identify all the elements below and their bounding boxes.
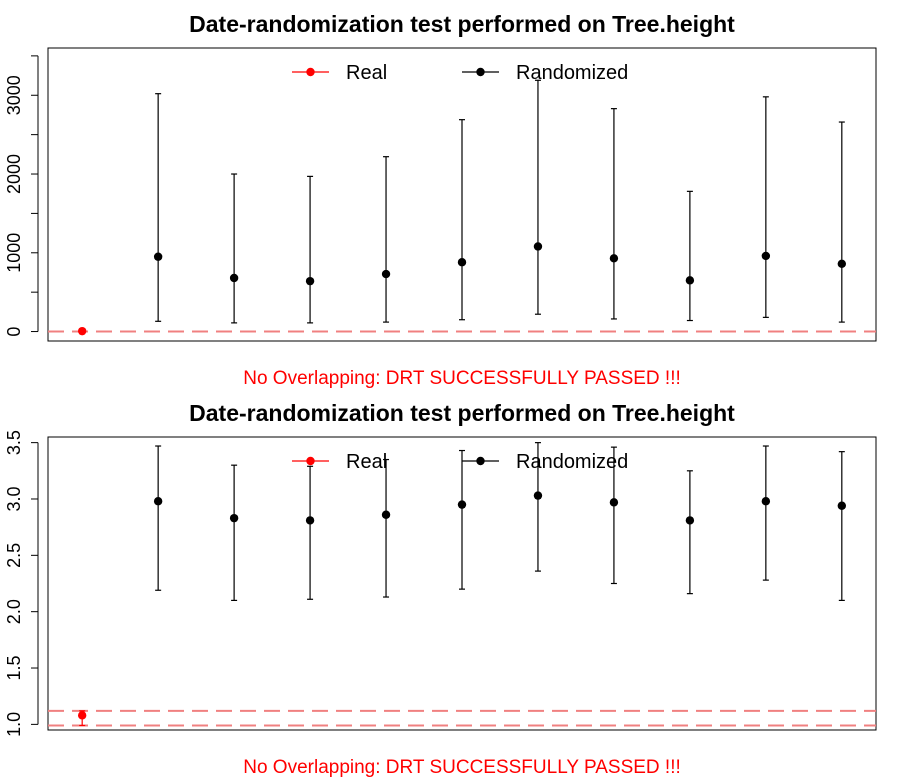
- data-point: [457, 258, 467, 267]
- legend-label-real: Real: [346, 62, 387, 84]
- data-point: [381, 510, 391, 519]
- chart-panel-2: Date-randomization test performed on Tre…: [4, 400, 877, 778]
- y-tick-label: 3000: [4, 75, 24, 115]
- series-real: [77, 326, 87, 336]
- legend: Real Randomized: [292, 62, 628, 84]
- plot-frame: [47, 436, 877, 731]
- y-tick-label: 1000: [4, 233, 24, 273]
- chart-title: Date-randomization test performed on Tre…: [189, 11, 735, 37]
- legend-marker-randomized: [476, 456, 485, 466]
- data-point: [685, 276, 695, 285]
- data-point: [305, 276, 315, 286]
- y-tick-label: 1.5: [4, 656, 24, 681]
- y-tick-label: 1.0: [4, 712, 24, 737]
- y-tick-label: 2000: [4, 154, 24, 194]
- data-point: [533, 491, 543, 500]
- data-point: [153, 252, 163, 261]
- chart-panel-1: Date-randomization test performed on Tre…: [4, 11, 877, 389]
- series-randomized: [153, 79, 847, 324]
- series-real: [77, 710, 87, 727]
- legend-label-real: Real: [346, 451, 387, 473]
- result-message: No Overlapping: DRT SUCCESSFULLY PASSED …: [243, 368, 681, 389]
- data-point: [229, 513, 239, 523]
- data-point: [761, 497, 771, 506]
- legend: Real Randomized: [292, 451, 628, 473]
- result-message: No Overlapping: DRT SUCCESSFULLY PASSED …: [243, 757, 681, 778]
- data-point: [77, 326, 87, 336]
- legend-marker-randomized: [476, 67, 485, 77]
- data-point: [457, 500, 467, 509]
- data-point: [685, 516, 695, 525]
- data-point: [381, 269, 391, 279]
- data-point: [837, 259, 847, 269]
- y-tick-label: 3.0: [4, 486, 24, 511]
- data-point: [229, 273, 239, 283]
- y-tick-label: 0: [4, 327, 24, 337]
- data-point: [609, 254, 619, 263]
- y-tick-label: 2.5: [4, 543, 24, 568]
- series-randomized: [153, 442, 847, 602]
- data-point: [153, 497, 163, 506]
- data-point: [609, 498, 619, 507]
- data-point: [761, 251, 771, 261]
- data-point: [533, 242, 543, 251]
- data-point: [305, 516, 315, 525]
- legend-marker-real: [306, 67, 315, 77]
- data-point: [77, 711, 87, 720]
- legend-label-randomized: Randomized: [516, 451, 628, 473]
- chart-title: Date-randomization test performed on Tre…: [189, 400, 735, 426]
- data-point: [837, 501, 847, 510]
- y-tick-label: 2.0: [4, 599, 24, 624]
- plot-frame: [47, 47, 877, 342]
- y-tick-label: 3.5: [4, 430, 24, 455]
- legend-label-randomized: Randomized: [516, 62, 628, 84]
- legend-marker-real: [306, 456, 315, 466]
